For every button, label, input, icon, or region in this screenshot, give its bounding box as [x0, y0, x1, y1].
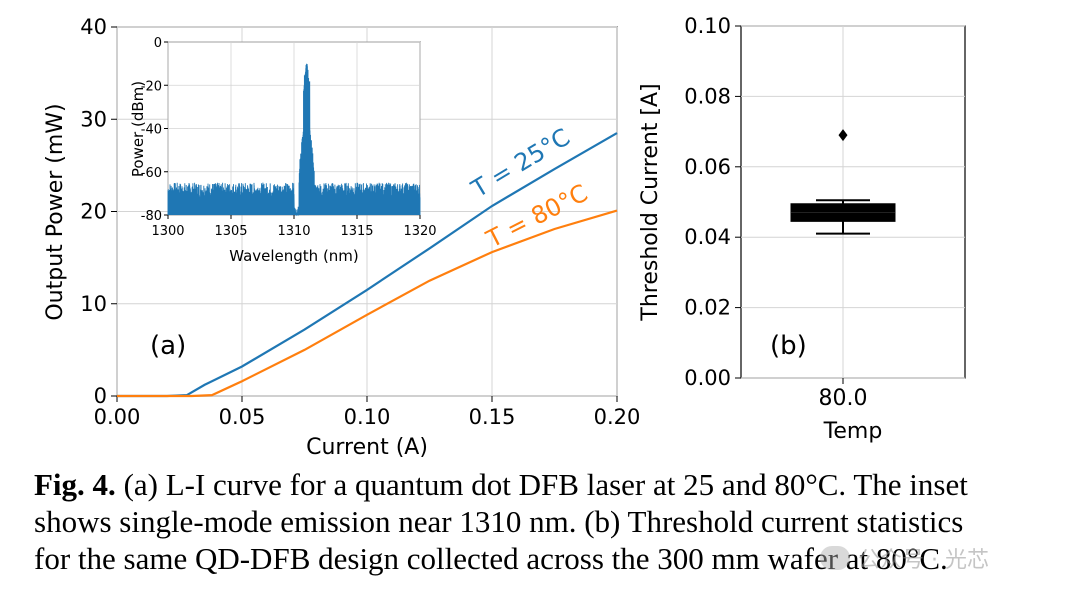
panel-b-y-tick-label: 0.02	[684, 296, 731, 320]
caption-line-2: shows single-mode emission near 1310 nm.…	[34, 504, 964, 539]
inset-y-tick-label: -60	[141, 166, 162, 181]
inset-x-tick-label: 1310	[277, 224, 310, 239]
caption-fig-label: Fig. 4.	[34, 467, 116, 502]
panel-a-y-tick-label: 0	[94, 384, 107, 408]
panel-a-x-tick-label: 0.20	[594, 405, 641, 429]
panel-a-li-curve: 0 10 20 30 40 0.00 0.05 0.10 0.15 0.20 Current (…	[43, 15, 640, 460]
panel-a-y-label: Output Power (mW)	[43, 103, 68, 320]
inset-x-label: Wavelength (nm)	[229, 247, 359, 265]
panel-b-y-tick-label: 0.06	[684, 155, 731, 179]
inset-y-label: Power (dBm)	[129, 81, 147, 177]
panel-a-x-tick-label: 0.15	[469, 405, 516, 429]
panel-b-y-tick-label: 0.04	[684, 225, 731, 249]
inset-grid	[167, 41, 421, 216]
inset-x-ticks: 1300 1305 1310 1315 1320	[151, 215, 437, 239]
panel-a-x-tick-label: 0.00	[94, 405, 141, 429]
panel-b-frame	[740, 25, 966, 379]
panel-a-x-ticks: 0.00 0.05 0.10 0.15 0.20	[94, 396, 641, 429]
inset-y-tick-label: -20	[141, 79, 162, 94]
panel-b-y-tick-label: 0.08	[684, 84, 731, 108]
panel-b-y-label: Threshold Current [A]	[638, 83, 663, 321]
panel-a-y-tick-label: 20	[80, 200, 107, 224]
caption-line-3: for the same QD-DFB design collected acr…	[34, 541, 948, 576]
panel-a-y-tick-label: 10	[80, 292, 107, 316]
panel-a-label: (a)	[150, 331, 186, 361]
inset-y-ticks: 0 -20 -40 -60 -80	[141, 36, 168, 224]
panel-b-category-label: 80.0	[819, 386, 868, 411]
inset-y-tick-label: -80	[141, 209, 162, 224]
caption-line-1-text: (a) L-I curve for a quantum dot DFB lase…	[115, 467, 968, 502]
panel-a-series	[117, 132, 618, 398]
figure-caption: Fig. 4. (a) L-I curve for a quantum dot …	[34, 466, 1074, 577]
panel-a-y-tick-label: 30	[80, 107, 107, 131]
panel-b-label: (b)	[770, 331, 807, 361]
panel-b-y-tick-label: 0.00	[684, 366, 731, 390]
inset-y-tick-label: -40	[141, 123, 162, 138]
panel-b-x-label: Temp	[823, 419, 883, 444]
panel-b-y-ticks: 0.00 0.02 0.04 0.06 0.08 0.10	[684, 14, 844, 390]
box-outlier	[838, 129, 848, 142]
inset-x-tick-label: 1320	[403, 224, 436, 239]
panel-a-x-tick-label: 0.05	[219, 405, 266, 429]
watermark-text: 公众号 · 光芯	[858, 548, 989, 573]
panel-b-grid	[741, 25, 965, 379]
panel-a-y-tick-label: 40	[80, 15, 107, 39]
inset-spectrum-trace	[167, 63, 421, 217]
inset-y-tick-label: 0	[154, 36, 162, 51]
caption-line-1: Fig. 4. (a) L-I curve for a quantum dot …	[34, 466, 1074, 503]
inset-x-tick-label: 1315	[340, 224, 373, 239]
figure: 0 10 20 30 40 0.00 0.05 0.10 0.15 0.20 Current (…	[43, 14, 966, 460]
wechat-icon	[820, 546, 850, 570]
panel-a-x-label: Current (A)	[306, 435, 428, 460]
panel-b-threshold-box: 0.00 0.02 0.04 0.06 0.08 0.10 80.0 Temp Thres…	[638, 14, 966, 444]
watermark: 公众号 · 光芯	[820, 538, 1020, 578]
panel-a-x-tick-label: 0.10	[344, 405, 391, 429]
inset-spectrum: 0 -20 -40 -60 -80 1300 1305 1310 1315 1320 Wavel…	[129, 36, 437, 265]
series-line-80c	[117, 209, 618, 398]
inset-x-tick-label: 1300	[151, 224, 184, 239]
inset-spectrum-path	[167, 63, 421, 217]
panel-a-y-ticks: 0 10 20 30 40	[80, 15, 117, 408]
panel-b-y-tick-label: 0.10	[684, 14, 731, 38]
panel-b-boxplot	[790, 129, 896, 235]
inset-x-tick-label: 1305	[214, 224, 247, 239]
